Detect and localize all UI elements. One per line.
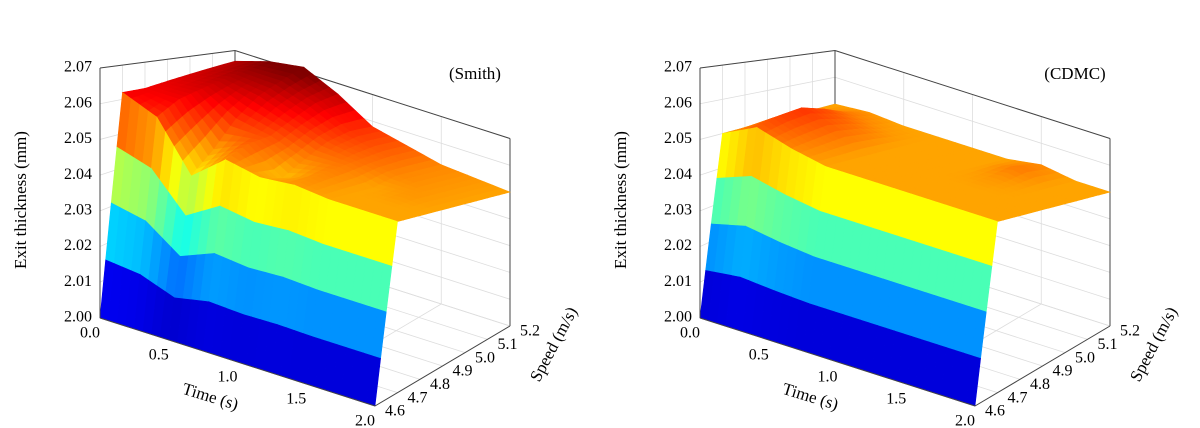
x-tick-label: 1.0 [218,369,238,386]
y-axis-label: Speed (m/s) [1126,304,1181,385]
z-tick-label: 2.04 [64,166,92,183]
x-tick-label: 1.5 [886,391,906,408]
z-tick-label: 2.00 [64,309,92,326]
annotation: (Smith) [449,64,501,83]
z-tick-label: 2.07 [664,59,692,76]
x-tick-label: 0.0 [80,325,100,342]
y-tick-label: 4.6 [985,403,1005,420]
z-tick-label: 2.03 [64,202,92,219]
y-tick-label: 5.0 [475,349,495,366]
x-tick-label: 1.0 [818,369,838,386]
y-tick-label: 4.8 [1030,376,1050,393]
z-tick-label: 2.01 [664,273,692,290]
z-tick-label: 2.03 [664,202,692,219]
axis-line [374,325,511,407]
y-tick-label: 5.1 [498,336,518,353]
y-axis-label: Speed (m/s) [526,304,581,385]
z-tick-label: 2.05 [664,130,692,147]
y-tick-label: 4.9 [1053,363,1073,380]
x-tick-label: 2.0 [355,413,375,428]
z-tick-label: 2.00 [664,309,692,326]
x-tick-label: 1.5 [286,391,306,408]
box-edge [699,50,836,69]
z-tick-label: 2.05 [64,130,92,147]
x-tick-label: 0.5 [749,347,769,364]
z-axis-label: Exit thickness (mm) [11,131,30,269]
box-edge [99,50,236,69]
z-tick-label: 2.06 [64,94,92,111]
y-tick-label: 4.7 [1008,389,1028,406]
z-tick-label: 2.06 [664,94,692,111]
y-tick-label: 4.7 [408,389,428,406]
y-tick-label: 5.2 [1120,323,1140,340]
y-tick-label: 4.6 [385,403,405,420]
z-tick-label: 2.07 [64,59,92,76]
z-axis-label: Exit thickness (mm) [611,131,630,269]
z-tick-label: 2.02 [64,237,92,254]
z-tick-label: 2.01 [64,273,92,290]
z-tick-label: 2.04 [664,166,692,183]
y-tick-label: 5.1 [1098,336,1118,353]
z-tick-label: 2.02 [664,237,692,254]
axis-line [974,325,1111,407]
axis-line [699,317,976,407]
annotation: (CDMC) [1044,64,1105,83]
box-edge [834,50,1111,139]
y-tick-label: 5.2 [520,323,540,340]
x-tick-label: 0.0 [680,325,700,342]
y-tick-label: 4.8 [430,376,450,393]
y-tick-label: 5.0 [1075,349,1095,366]
y-tick-label: 4.9 [453,363,473,380]
x-tick-label: 0.5 [149,347,169,364]
axis-line [99,317,376,407]
x-tick-label: 2.0 [955,413,975,428]
